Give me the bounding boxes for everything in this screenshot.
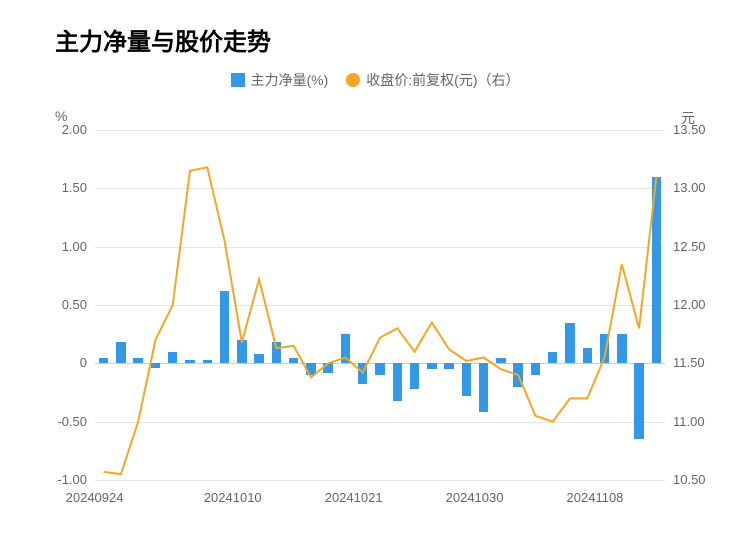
y-right-tick: 13.00 (673, 180, 706, 195)
x-tick: 20241108 (567, 490, 657, 505)
y-right-tick: 13.50 (673, 122, 706, 137)
legend-item: 收盘价:前复权(元)（右） (346, 70, 519, 90)
y-left-tick: 1.00 (62, 239, 87, 254)
x-tick: 20241030 (446, 490, 536, 505)
legend-swatch (231, 73, 245, 87)
legend-label: 主力净量(%) (251, 70, 329, 90)
y-left-tick: 2.00 (62, 122, 87, 137)
x-tick: 20241021 (325, 490, 415, 505)
chart-title: 主力净量与股价走势 (55, 22, 271, 57)
y-left-tick: 0 (80, 355, 87, 370)
chart-container: 主力净量与股价走势 主力净量(%)收盘价:前复权(元)（右） % 元 -1.00… (0, 0, 750, 558)
y-right-tick: 12.50 (673, 239, 706, 254)
x-tick: 20240924 (66, 490, 156, 505)
y-right-tick: 11.50 (673, 355, 705, 370)
y-left-tick: -1.00 (57, 472, 87, 487)
line-layer (95, 130, 665, 480)
legend-item: 主力净量(%) (231, 70, 329, 90)
y-right-tick: 12.00 (673, 297, 706, 312)
y-right-tick: 11.00 (673, 414, 705, 429)
legend-swatch (346, 73, 360, 87)
gridline (95, 480, 665, 481)
legend: 主力净量(%) 收盘价:前复权(元)（右） (0, 70, 750, 90)
y-right-tick: 10.50 (673, 472, 706, 487)
y-left-tick: 0.50 (62, 297, 87, 312)
x-tick: 20241010 (204, 490, 294, 505)
plot-area (95, 130, 665, 480)
price-line (104, 167, 657, 474)
legend-label: 收盘价:前复权(元)（右） (366, 70, 519, 90)
y-left-tick: -0.50 (57, 414, 87, 429)
y-left-tick: 1.50 (62, 180, 87, 195)
